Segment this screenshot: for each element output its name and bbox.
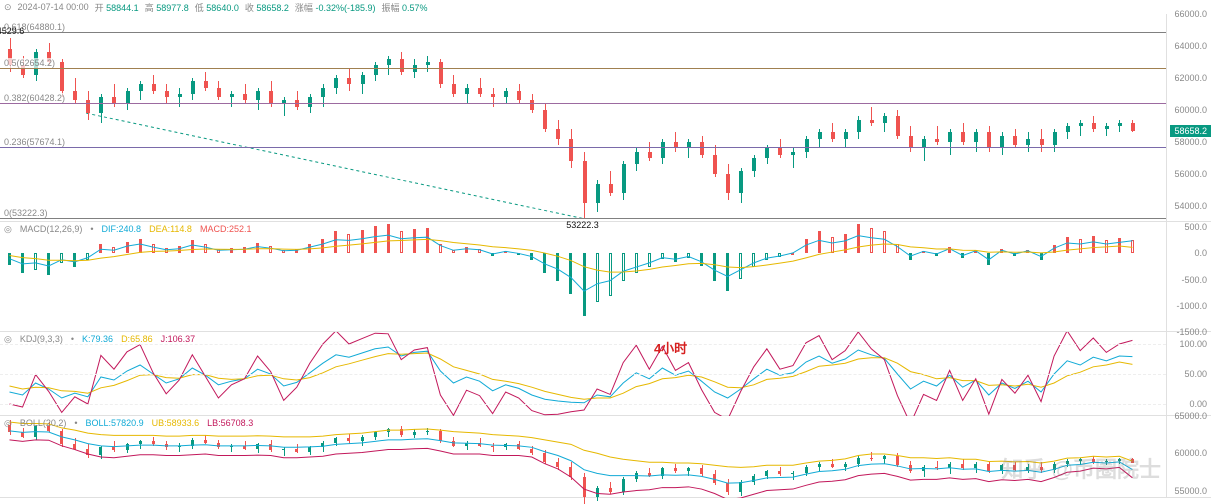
kdj-label: KDJ(9,3,3) [20, 334, 63, 345]
k-label: K:79.36 [82, 334, 113, 345]
macd-panel[interactable]: ◎ MACD(12,26,9) • DIF:240.8 DEA:114.8 MA… [0, 222, 1211, 332]
price-chart-panel[interactable]: 0.618(64880.1)0.5(62654.2)0.382(60428.2)… [0, 14, 1211, 222]
eye-icon[interactable]: ◎ [4, 418, 12, 429]
low-label: 低 [195, 3, 204, 13]
change-value: -0.32%(-185.9) [315, 3, 375, 13]
eye-icon[interactable]: ◎ [4, 334, 12, 345]
change-label: 涨幅 [295, 3, 313, 13]
watermark: 知乎 @币圈院士 [1001, 452, 1161, 484]
boll-ub-label: UB:58933.6 [152, 418, 200, 429]
high-label: 高 [145, 3, 154, 13]
boll-mid-label: BOLL:57820.9 [86, 418, 144, 429]
macd-value-label: MACD:252.1 [200, 224, 252, 235]
macd-y-axis: -1500.0-1000.0-500.00.0500.0 [1166, 222, 1211, 331]
chart-header: ⊙ 2024-07-14 00:00 开 58844.1 高 58977.8 低… [0, 0, 1211, 14]
d-label: D:65.86 [121, 334, 153, 345]
boll-y-axis: 55000.060000.065000.0 [1166, 416, 1211, 497]
clock-icon: ⊙ [4, 2, 12, 13]
j-label: J:106.37 [161, 334, 196, 345]
open-value: 58844.1 [106, 3, 139, 13]
open-label: 开 [95, 3, 104, 13]
low-value: 58640.0 [206, 3, 239, 13]
close-value: 58658.2 [256, 3, 289, 13]
macd-label: MACD(12,26,9) [20, 224, 83, 235]
boll-label: BOLL(20,2) [20, 418, 67, 429]
high-value: 58977.8 [156, 3, 189, 13]
dea-label: DEA:114.8 [149, 224, 192, 235]
amplitude-label: 振幅 [381, 3, 399, 13]
kdj-y-axis: 0.0050.00100.00 [1166, 332, 1211, 415]
timeframe-overlay: 4小时 [654, 338, 687, 357]
close-label: 收 [245, 3, 254, 13]
eye-icon[interactable]: ◎ [4, 224, 12, 235]
timestamp: 2024-07-14 00:00 [18, 2, 89, 12]
amplitude-value: 0.57% [402, 3, 428, 13]
trading-chart: ⊙ 2024-07-14 00:00 开 58844.1 高 58977.8 低… [0, 0, 1211, 500]
kdj-panel[interactable]: ◎ KDJ(9,3,3) • K:79.36 D:65.86 J:106.37 … [0, 332, 1211, 416]
dif-label: DIF:240.8 [102, 224, 142, 235]
boll-lb-label: LB:56708.3 [207, 418, 253, 429]
price-y-axis: 54000.056000.058000.060000.062000.064000… [1166, 14, 1211, 221]
